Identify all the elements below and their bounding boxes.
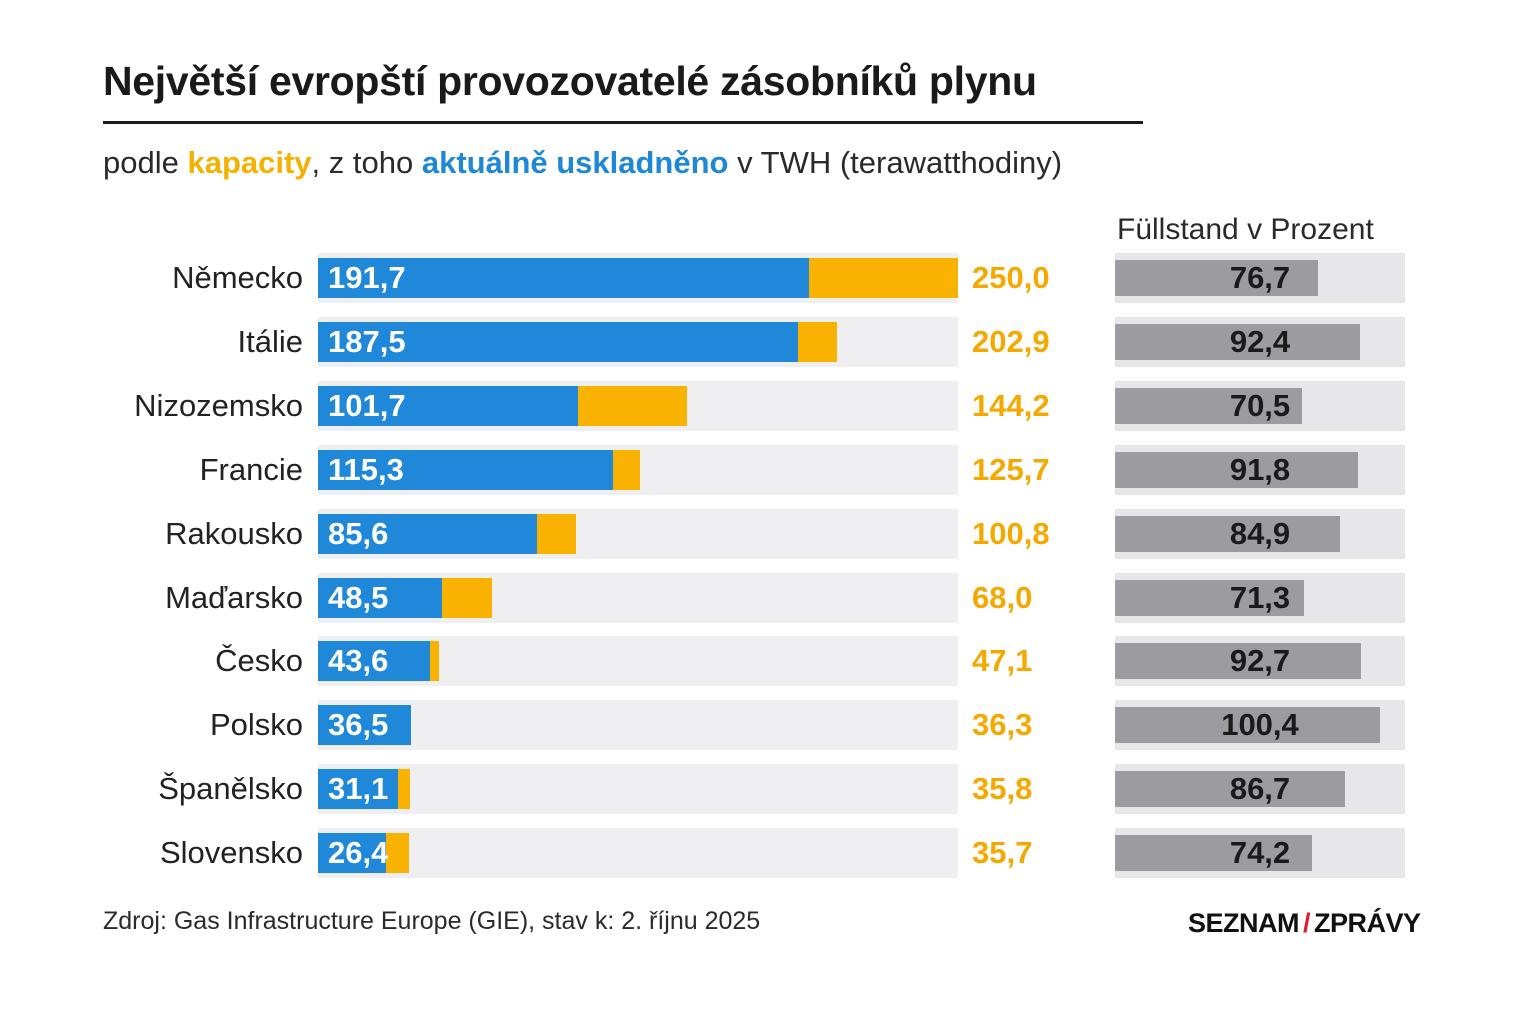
- capacity-value-label: 100,8: [972, 516, 1050, 551]
- subtitle-middle: , z toho: [311, 145, 422, 180]
- fill-bar: [1115, 324, 1360, 360]
- fill-bar: [1115, 771, 1345, 807]
- capacity-value-label: 125,7: [972, 452, 1050, 487]
- chart-subtitle: podle kapacity, z toho aktuálně uskladně…: [103, 145, 1062, 181]
- fill-value-label: 91,8: [1229, 452, 1291, 487]
- country-label: Maďarsko: [165, 580, 303, 615]
- stored-value-label: 191,7: [328, 260, 406, 295]
- country-label: Slovensko: [159, 835, 303, 870]
- stored-value-label: 31,1: [328, 771, 389, 806]
- stored-bar: [318, 705, 412, 745]
- logo-slash: /: [1303, 908, 1311, 938]
- capacity-value-label: 47,1: [972, 643, 1033, 678]
- fill-value-label: 92,4: [1229, 324, 1291, 359]
- stored-value-label: 187,5: [328, 324, 406, 359]
- country-label: Česko: [215, 643, 303, 678]
- country-label: Nizozemsko: [134, 388, 303, 423]
- fill-bar: [1115, 516, 1340, 552]
- fill-value-label: 86,7: [1229, 771, 1291, 806]
- subtitle-suffix: v TWH (terawatthodiny): [728, 145, 1063, 180]
- stored-bar: [318, 258, 809, 298]
- fill-bar: [1115, 580, 1304, 616]
- subtitle-prefix: podle: [103, 145, 188, 180]
- stored-value-label: 36,5: [328, 707, 389, 742]
- stored-value-label: 101,7: [328, 388, 406, 423]
- country-label: Rakousko: [165, 516, 303, 551]
- stored-value-label: 85,6: [328, 516, 389, 551]
- stored-bar: [318, 514, 538, 554]
- stored-bar: [318, 450, 614, 490]
- capacity-value-label: 36,3: [972, 707, 1033, 742]
- fill-bar: [1115, 707, 1380, 743]
- subtitle-capacity: kapacity: [187, 145, 312, 180]
- stored-value-label: 48,5: [328, 580, 389, 615]
- subtitle-stored: aktuálně uskladněno: [421, 145, 729, 180]
- capacity-value-label: 68,0: [972, 580, 1033, 615]
- fill-value-label: 70,5: [1229, 388, 1291, 423]
- fill-bar: [1115, 260, 1319, 296]
- chart-title: Největší evropští provozovatelé zásobník…: [103, 58, 1037, 104]
- stored-value-label: 26,4: [328, 835, 389, 870]
- fill-bar: [1115, 643, 1361, 679]
- country-label: Německo: [172, 260, 303, 295]
- fill-value-label: 92,7: [1229, 643, 1291, 678]
- capacity-value-label: 250,0: [972, 260, 1050, 295]
- stored-value-label: 115,3: [328, 452, 404, 487]
- fill-bar: [1115, 452, 1359, 488]
- stored-bar: [318, 386, 579, 426]
- stored-bar: [318, 322, 798, 362]
- source-note: Zdroj: Gas Infrastructure Europe (GIE), …: [103, 907, 761, 935]
- stored-bar: [318, 641, 430, 681]
- fill-value-label: 100,4: [1221, 707, 1299, 742]
- stored-bar: [318, 578, 443, 618]
- logo-right: ZPRÁVY: [1314, 908, 1421, 938]
- fill-value-label: 76,7: [1229, 260, 1291, 295]
- logo-left: SEZNAM: [1188, 908, 1300, 938]
- country-label: Itálie: [237, 324, 303, 359]
- title-underline: [103, 121, 1143, 124]
- capacity-value-label: 202,9: [972, 324, 1050, 359]
- bar-track: [318, 700, 958, 750]
- capacity-value-label: 144,2: [972, 388, 1050, 423]
- country-label: Španělsko: [158, 771, 303, 806]
- bar-track: [318, 764, 958, 814]
- capacity-value-label: 35,7: [972, 835, 1033, 870]
- fill-value-label: 74,2: [1229, 835, 1291, 870]
- brand-logo: SEZNAM / ZPRÁVY: [1188, 908, 1421, 939]
- stored-bar: [318, 769, 398, 809]
- fill-percent-header: Füllstand v Prozent: [1117, 213, 1374, 246]
- fill-bar: [1115, 835, 1312, 871]
- capacity-value-label: 35,8: [972, 771, 1033, 806]
- stored-bar: [318, 833, 386, 873]
- country-label: Polsko: [209, 707, 303, 742]
- country-label: Francie: [199, 452, 303, 487]
- fill-value-label: 84,9: [1229, 516, 1291, 551]
- fill-value-label: 71,3: [1229, 580, 1291, 615]
- fill-bar: [1115, 388, 1302, 424]
- stored-value-label: 43,6: [328, 643, 389, 678]
- bar-track: [318, 828, 958, 878]
